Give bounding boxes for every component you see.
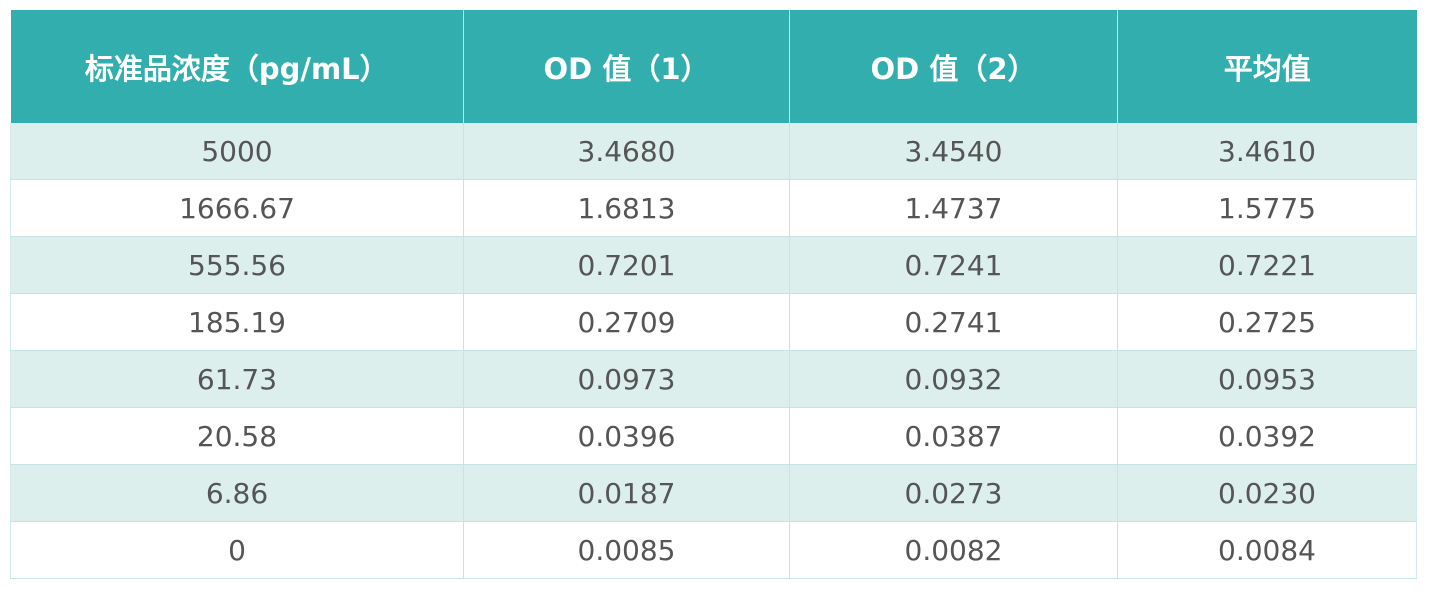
table-row: 1666.67 1.6813 1.4737 1.5775 [10,179,1417,237]
cell-average: 0.7221 [1117,236,1417,294]
cell-average: 0.2725 [1117,293,1417,351]
cell-concentration: 1666.67 [10,179,464,237]
header-od-1: OD 值（1） [463,10,790,123]
cell-od-1: 0.0973 [463,350,790,408]
standard-curve-table: 标准品浓度（pg/mL） OD 值（1） OD 值（2） 平均值 5000 3.… [10,10,1417,579]
cell-od-2: 0.0387 [789,407,1118,465]
cell-concentration: 20.58 [10,407,464,465]
cell-od-2: 0.0932 [789,350,1118,408]
cell-concentration: 185.19 [10,293,464,351]
table-row: 61.73 0.0973 0.0932 0.0953 [10,350,1417,408]
data-table-container: 标准品浓度（pg/mL） OD 值（1） OD 值（2） 平均值 5000 3.… [10,10,1417,579]
cell-od-1: 0.0187 [463,464,790,522]
cell-od-1: 0.0396 [463,407,790,465]
cell-concentration: 61.73 [10,350,464,408]
table-row: 555.56 0.7201 0.7241 0.7221 [10,236,1417,294]
header-row: 标准品浓度（pg/mL） OD 值（1） OD 值（2） 平均值 [10,10,1417,123]
cell-average: 1.5775 [1117,179,1417,237]
cell-concentration: 0 [10,521,464,579]
cell-od-2: 0.2741 [789,293,1118,351]
table-row: 20.58 0.0396 0.0387 0.0392 [10,407,1417,465]
header-od-2: OD 值（2） [789,10,1118,123]
cell-od-1: 1.6813 [463,179,790,237]
cell-od-1: 0.2709 [463,293,790,351]
cell-average: 0.0084 [1117,521,1417,579]
table-body: 5000 3.4680 3.4540 3.4610 1666.67 1.6813… [10,123,1417,579]
cell-average: 0.0953 [1117,350,1417,408]
table-row: 185.19 0.2709 0.2741 0.2725 [10,293,1417,351]
cell-average: 0.0392 [1117,407,1417,465]
table-row: 6.86 0.0187 0.0273 0.0230 [10,464,1417,522]
table-row: 0 0.0085 0.0082 0.0084 [10,521,1417,579]
cell-od-2: 0.0082 [789,521,1118,579]
cell-od-2: 0.0273 [789,464,1118,522]
cell-concentration: 555.56 [10,236,464,294]
cell-concentration: 6.86 [10,464,464,522]
cell-average: 0.0230 [1117,464,1417,522]
cell-od-1: 0.7201 [463,236,790,294]
cell-od-2: 0.7241 [789,236,1118,294]
cell-od-2: 1.4737 [789,179,1118,237]
table-row: 5000 3.4680 3.4540 3.4610 [10,123,1417,180]
header-average: 平均值 [1117,10,1417,123]
cell-od-1: 3.4680 [463,123,790,180]
header-concentration: 标准品浓度（pg/mL） [10,10,464,123]
cell-concentration: 5000 [10,123,464,180]
cell-average: 3.4610 [1117,123,1417,180]
cell-od-2: 3.4540 [789,123,1118,180]
table-header: 标准品浓度（pg/mL） OD 值（1） OD 值（2） 平均值 [10,10,1417,123]
cell-od-1: 0.0085 [463,521,790,579]
